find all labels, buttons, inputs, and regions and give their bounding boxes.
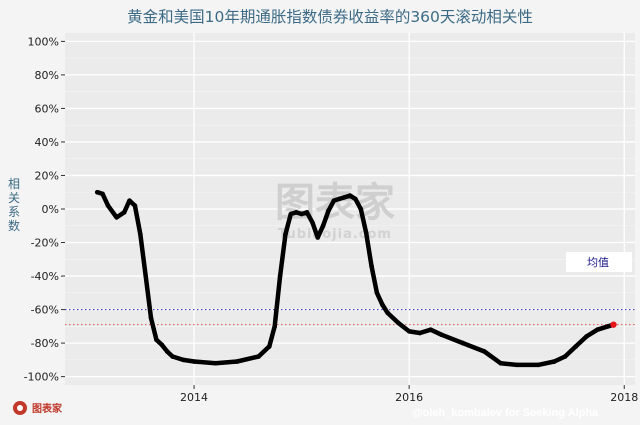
data-point bbox=[498, 360, 503, 366]
watermark-en: Tubiaojia.com bbox=[278, 227, 392, 242]
logo: 图表家 bbox=[13, 401, 63, 415]
data-point bbox=[164, 349, 170, 354]
data-point bbox=[595, 327, 600, 332]
data-point bbox=[385, 310, 390, 316]
x-tick-label: 2014 bbox=[180, 391, 208, 404]
data-point bbox=[94, 189, 100, 195]
data-point bbox=[331, 198, 337, 203]
series bbox=[94, 189, 617, 368]
y-tick-label: -20% bbox=[31, 237, 59, 250]
data-point bbox=[288, 211, 294, 217]
data-point bbox=[552, 359, 557, 364]
reference-lines bbox=[65, 309, 635, 326]
data-point bbox=[363, 230, 369, 235]
data-point bbox=[315, 235, 321, 240]
data-point bbox=[428, 327, 433, 332]
data-point bbox=[336, 196, 342, 202]
data-point bbox=[304, 210, 310, 215]
y-axis: 100% 80% 60% 40% 20% 0% -20% -40% -60% -80% -100% bbox=[24, 35, 65, 384]
data-point bbox=[256, 354, 261, 359]
x-tick-label: 2018 bbox=[610, 391, 638, 404]
logo-text: 图表家 bbox=[32, 402, 63, 415]
mean-label: 均值 bbox=[587, 256, 609, 269]
data-point bbox=[127, 198, 132, 203]
data-point bbox=[100, 191, 105, 197]
y-tick-label: 100% bbox=[28, 35, 59, 48]
y-tick-label: -80% bbox=[31, 337, 59, 350]
data-point bbox=[460, 340, 466, 346]
data-point bbox=[439, 332, 444, 338]
data-point bbox=[326, 208, 331, 213]
data-point bbox=[191, 359, 197, 364]
y-tick-label: 60% bbox=[35, 102, 59, 115]
chart-title: 黄金和美国10年期通胀指数债券收益率的360天滚动相关性 bbox=[127, 8, 533, 26]
data-point bbox=[234, 359, 240, 364]
y-tick-label: 0% bbox=[42, 203, 59, 216]
data-point bbox=[272, 324, 278, 329]
y-tick-label: -100% bbox=[24, 371, 59, 384]
data-point bbox=[170, 354, 175, 359]
data-point bbox=[353, 196, 358, 202]
data-point bbox=[143, 273, 148, 279]
watermark: 图表家 Tubiaojia.com bbox=[275, 180, 395, 242]
y-tick-label: -60% bbox=[31, 304, 59, 317]
data-point bbox=[358, 206, 364, 212]
data-point bbox=[137, 231, 143, 237]
data-point bbox=[181, 357, 186, 363]
last-point-marker bbox=[610, 321, 617, 328]
data-point bbox=[213, 360, 218, 366]
data-point bbox=[342, 194, 347, 200]
y-axis-label: 相关系数 bbox=[8, 177, 20, 233]
data-point bbox=[283, 231, 288, 237]
data-point bbox=[114, 215, 119, 220]
data-point bbox=[584, 334, 589, 339]
x-axis: 2014 2016 2018 bbox=[180, 385, 638, 404]
data-point bbox=[406, 329, 412, 334]
data-point bbox=[159, 342, 165, 348]
y-tick-label: 40% bbox=[35, 136, 59, 149]
data-point bbox=[148, 315, 154, 321]
y-tick-label: -40% bbox=[31, 270, 59, 283]
data-point bbox=[374, 290, 380, 296]
data-point bbox=[310, 220, 315, 225]
data-point bbox=[417, 330, 423, 336]
data-point bbox=[369, 263, 374, 269]
data-point bbox=[482, 349, 487, 354]
data-point bbox=[562, 354, 568, 359]
data-point bbox=[267, 344, 272, 349]
y-tick-label: 80% bbox=[35, 69, 59, 82]
data-point bbox=[379, 302, 385, 307]
credit-text: @oleh_kombalev for Seeking Alpha bbox=[412, 407, 599, 419]
x-tick-label: 2016 bbox=[395, 391, 423, 404]
data-point bbox=[105, 203, 111, 208]
data-point bbox=[293, 210, 299, 215]
data-point bbox=[154, 337, 159, 343]
data-point bbox=[299, 211, 304, 217]
data-point bbox=[605, 324, 611, 329]
mean-label-box bbox=[566, 252, 632, 272]
grid bbox=[65, 33, 635, 385]
data-point bbox=[573, 344, 579, 349]
data-point bbox=[121, 210, 127, 215]
data-point bbox=[132, 203, 138, 208]
y-tick-label: 20% bbox=[35, 169, 59, 182]
data-point bbox=[514, 362, 519, 368]
data-point bbox=[347, 193, 353, 198]
data-point bbox=[277, 273, 283, 279]
data-point bbox=[396, 320, 401, 326]
data-point bbox=[320, 223, 326, 229]
data-point bbox=[535, 362, 541, 368]
